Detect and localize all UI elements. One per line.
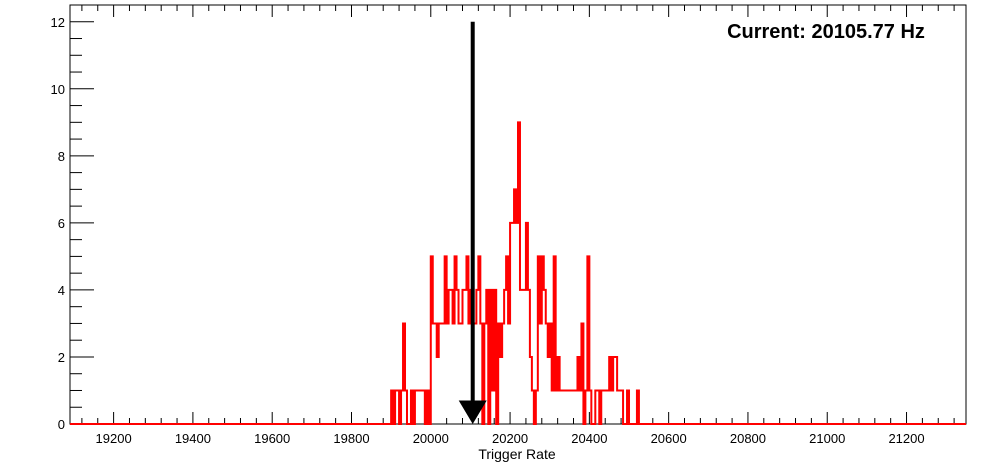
- x-tick-label: 20200: [492, 431, 528, 446]
- x-axis: 19200 19400 19600 19800 20000 20200 20400 20600…: [81, 5, 955, 446]
- current-rate-arrow: [458, 21, 487, 424]
- x-tick-label: 19200: [96, 431, 132, 446]
- x-tick-label: 20600: [651, 431, 687, 446]
- y-tick-label: 4: [58, 283, 65, 298]
- x-tick-label: 19800: [333, 431, 369, 446]
- y-tick-label: 0: [58, 417, 65, 432]
- x-tick-label: 20400: [571, 431, 607, 446]
- x-tick-label: 21000: [809, 431, 845, 446]
- x-tick-label: 19600: [254, 431, 290, 446]
- y-tick-label: 8: [58, 149, 65, 164]
- current-rate-annotation: Current: 20105.77 Hz: [727, 21, 925, 43]
- arrow-head: [458, 400, 487, 424]
- y-tick-label: 10: [51, 82, 65, 97]
- x-tick-label: 20800: [730, 431, 766, 446]
- y-tick-label: 2: [58, 350, 65, 365]
- y-tick-label: 6: [58, 216, 65, 231]
- x-tick-label: 21200: [888, 431, 924, 446]
- plot-frame: [69, 4, 967, 425]
- x-axis-title: Trigger Rate: [478, 446, 556, 462]
- y-axis: 0 2 4 6 8 10 12: [51, 4, 94, 432]
- x-tick-label: 19400: [175, 431, 211, 446]
- x-tick-label: 20000: [413, 431, 449, 446]
- histogram-series-line: [70, 121, 966, 425]
- y-tick-label: 12: [51, 15, 65, 30]
